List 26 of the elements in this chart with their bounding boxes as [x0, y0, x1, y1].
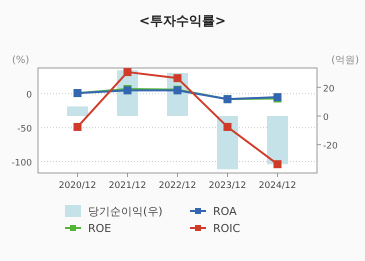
bar: [67, 106, 88, 116]
x-tick-label: 2024/12: [258, 181, 296, 191]
chart-title: <투자수익률>: [139, 14, 226, 29]
bar: [217, 116, 238, 170]
x-tick-label: 2022/12: [158, 181, 196, 191]
point: [74, 122, 82, 131]
y2-tick-label: 20: [323, 84, 335, 94]
x-tick-label: 2020/12: [58, 181, 96, 191]
legend-label: ROIC: [213, 222, 241, 235]
bar: [267, 116, 288, 164]
y-tick-label: -100: [12, 158, 32, 168]
point: [224, 122, 232, 131]
y2-axis-title: (억원): [331, 55, 360, 66]
y-tick-label: -50: [17, 124, 32, 135]
point: [124, 68, 132, 76]
y2-tick-label: -20: [323, 142, 338, 152]
legend-label: 당기순이익(우): [88, 205, 163, 218]
y-tick-label: 0: [26, 90, 32, 101]
x-tick-label: 2021/12: [108, 181, 146, 191]
legend-label: ROA: [213, 205, 238, 218]
y-axis-title: (%): [12, 55, 30, 66]
point: [174, 74, 182, 82]
legend-label: ROE: [88, 222, 112, 235]
point: [274, 160, 282, 168]
y2-tick-label: 0: [323, 112, 329, 123]
x-tick-label: 2023/12: [208, 181, 246, 191]
